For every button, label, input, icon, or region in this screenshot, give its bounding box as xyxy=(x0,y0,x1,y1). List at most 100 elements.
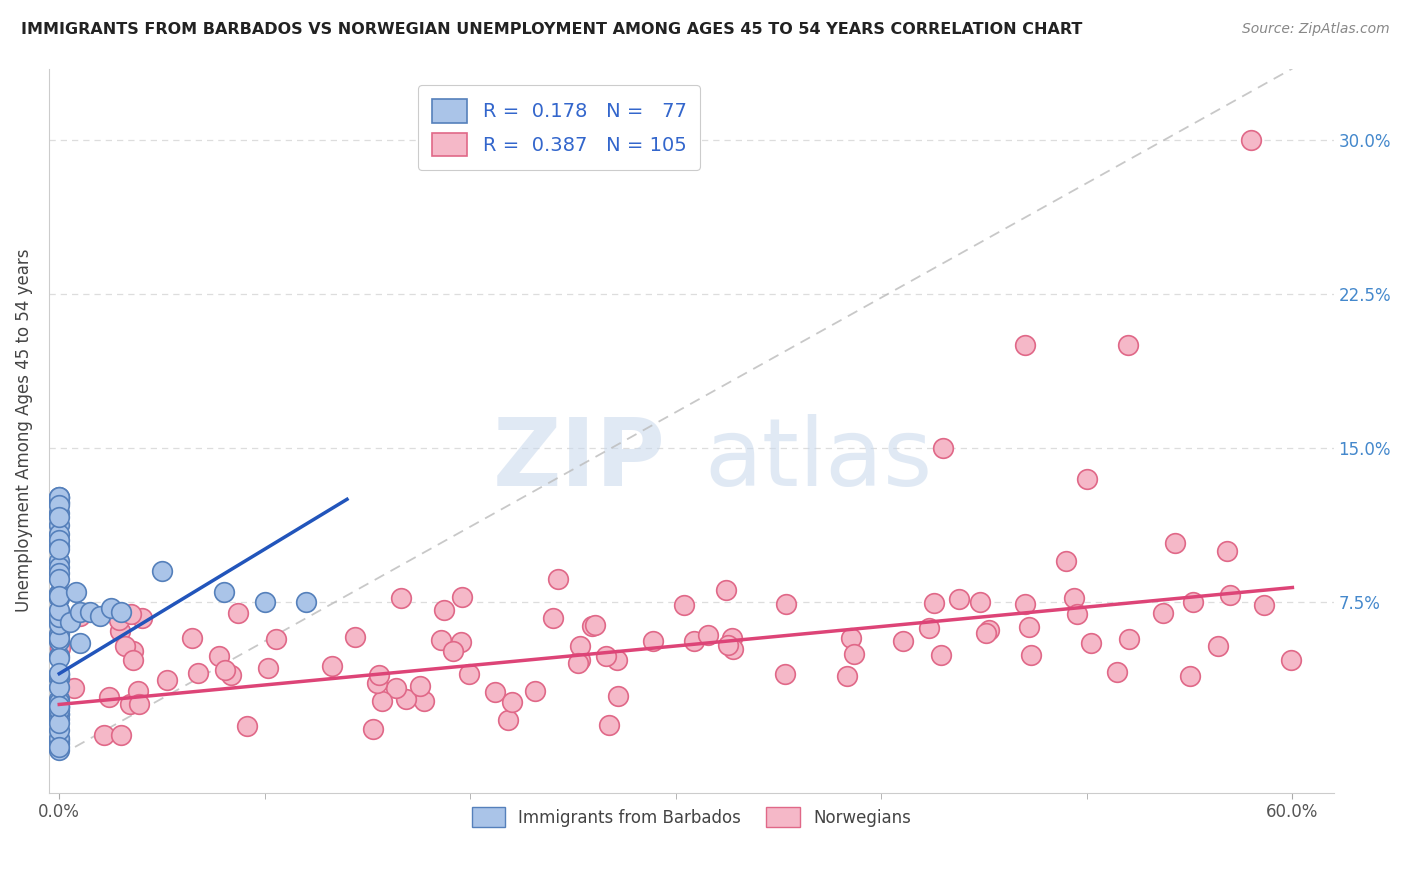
Norwegians xyxy=(1253,598,1275,612)
Immigrants from Barbados xyxy=(48,733,70,747)
Norwegians xyxy=(683,633,706,648)
Norwegians xyxy=(214,664,236,678)
Immigrants from Barbados xyxy=(48,692,70,706)
Norwegians xyxy=(1152,606,1174,620)
Norwegians xyxy=(235,719,257,733)
Norwegians xyxy=(208,649,231,664)
Norwegians xyxy=(413,694,436,708)
Norwegians xyxy=(929,648,952,663)
Norwegians xyxy=(835,669,858,683)
Immigrants from Barbados xyxy=(89,609,111,624)
Immigrants from Barbados xyxy=(295,595,318,609)
Immigrants from Barbados xyxy=(48,699,70,714)
Text: IMMIGRANTS FROM BARBADOS VS NORWEGIAN UNEMPLOYMENT AMONG AGES 45 TO 54 YEARS COR: IMMIGRANTS FROM BARBADOS VS NORWEGIAN UN… xyxy=(21,22,1083,37)
Immigrants from Barbados xyxy=(48,696,70,710)
Immigrants from Barbados xyxy=(48,712,70,726)
Norwegians xyxy=(523,684,546,698)
Norwegians xyxy=(716,638,738,652)
Norwegians xyxy=(891,633,914,648)
Norwegians xyxy=(321,658,343,673)
Norwegians xyxy=(1206,639,1229,653)
Immigrants from Barbados xyxy=(48,566,70,581)
Immigrants from Barbados xyxy=(79,605,101,619)
Norwegians xyxy=(1066,607,1088,621)
Norwegians xyxy=(226,606,249,620)
Norwegians xyxy=(606,653,628,667)
Norwegians xyxy=(1216,543,1239,558)
Norwegians xyxy=(1105,665,1128,679)
Immigrants from Barbados xyxy=(48,671,70,685)
Norwegians xyxy=(484,685,506,699)
Norwegians xyxy=(969,595,991,609)
Immigrants from Barbados xyxy=(48,611,70,625)
Norwegians xyxy=(363,722,385,736)
Norwegians xyxy=(723,641,745,656)
Norwegians xyxy=(1218,588,1240,602)
Immigrants from Barbados xyxy=(48,680,70,694)
Norwegians xyxy=(547,573,569,587)
Norwegians xyxy=(918,621,941,635)
Norwegians xyxy=(49,640,72,655)
Norwegians xyxy=(974,625,997,640)
Immigrants from Barbados xyxy=(48,589,70,603)
Immigrants from Barbados xyxy=(48,648,70,663)
Norwegians xyxy=(1019,648,1042,662)
Immigrants from Barbados xyxy=(48,632,70,646)
Norwegians xyxy=(256,661,278,675)
Immigrants from Barbados xyxy=(48,731,70,746)
Immigrants from Barbados xyxy=(48,491,70,506)
Immigrants from Barbados xyxy=(48,526,70,541)
Norwegians xyxy=(567,656,589,670)
Immigrants from Barbados xyxy=(48,541,70,556)
Immigrants from Barbados xyxy=(48,589,70,603)
Norwegians xyxy=(121,653,143,667)
Text: ZIP: ZIP xyxy=(492,414,665,506)
Legend: Immigrants from Barbados, Norwegians: Immigrants from Barbados, Norwegians xyxy=(464,799,920,835)
Immigrants from Barbados xyxy=(48,743,70,757)
Norwegians xyxy=(395,692,418,706)
Immigrants from Barbados xyxy=(48,627,70,641)
Norwegians xyxy=(441,643,464,657)
Norwegians xyxy=(120,607,142,621)
Norwegians xyxy=(721,632,744,646)
Immigrants from Barbados xyxy=(48,572,70,586)
Immigrants from Barbados xyxy=(48,700,70,714)
Norwegians xyxy=(501,695,523,709)
Norwegians xyxy=(948,591,970,606)
Norwegians xyxy=(842,647,865,661)
Norwegians xyxy=(344,630,367,644)
Immigrants from Barbados xyxy=(69,636,91,650)
Immigrants from Barbados xyxy=(48,667,70,681)
Norwegians xyxy=(366,676,388,690)
Norwegians xyxy=(63,681,86,696)
Y-axis label: Unemployment Among Ages 45 to 54 years: Unemployment Among Ages 45 to 54 years xyxy=(15,249,32,612)
Norwegians xyxy=(598,717,620,731)
Immigrants from Barbados xyxy=(48,496,70,510)
Norwegians xyxy=(389,591,412,606)
Norwegians xyxy=(122,643,145,657)
Immigrants from Barbados xyxy=(48,739,70,754)
Immigrants from Barbados xyxy=(48,490,70,504)
Norwegians xyxy=(118,697,141,711)
Immigrants from Barbados xyxy=(110,605,132,619)
Immigrants from Barbados xyxy=(48,506,70,520)
Norwegians xyxy=(451,590,474,604)
Norwegians xyxy=(131,611,153,625)
Norwegians xyxy=(977,623,1000,637)
Norwegians xyxy=(368,667,391,681)
Norwegians xyxy=(219,667,242,681)
Norwegians xyxy=(108,611,131,625)
Norwegians xyxy=(583,617,606,632)
Immigrants from Barbados xyxy=(48,707,70,722)
Immigrants from Barbados xyxy=(48,608,70,623)
Norwegians xyxy=(1080,635,1102,649)
Norwegians xyxy=(607,689,630,703)
Immigrants from Barbados xyxy=(48,585,70,599)
Immigrants from Barbados xyxy=(48,699,70,714)
Norwegians xyxy=(924,596,946,610)
Norwegians xyxy=(180,631,202,645)
Immigrants from Barbados xyxy=(48,533,70,548)
Immigrants from Barbados xyxy=(48,665,70,680)
Immigrants from Barbados xyxy=(48,553,70,567)
Norwegians xyxy=(568,639,591,653)
